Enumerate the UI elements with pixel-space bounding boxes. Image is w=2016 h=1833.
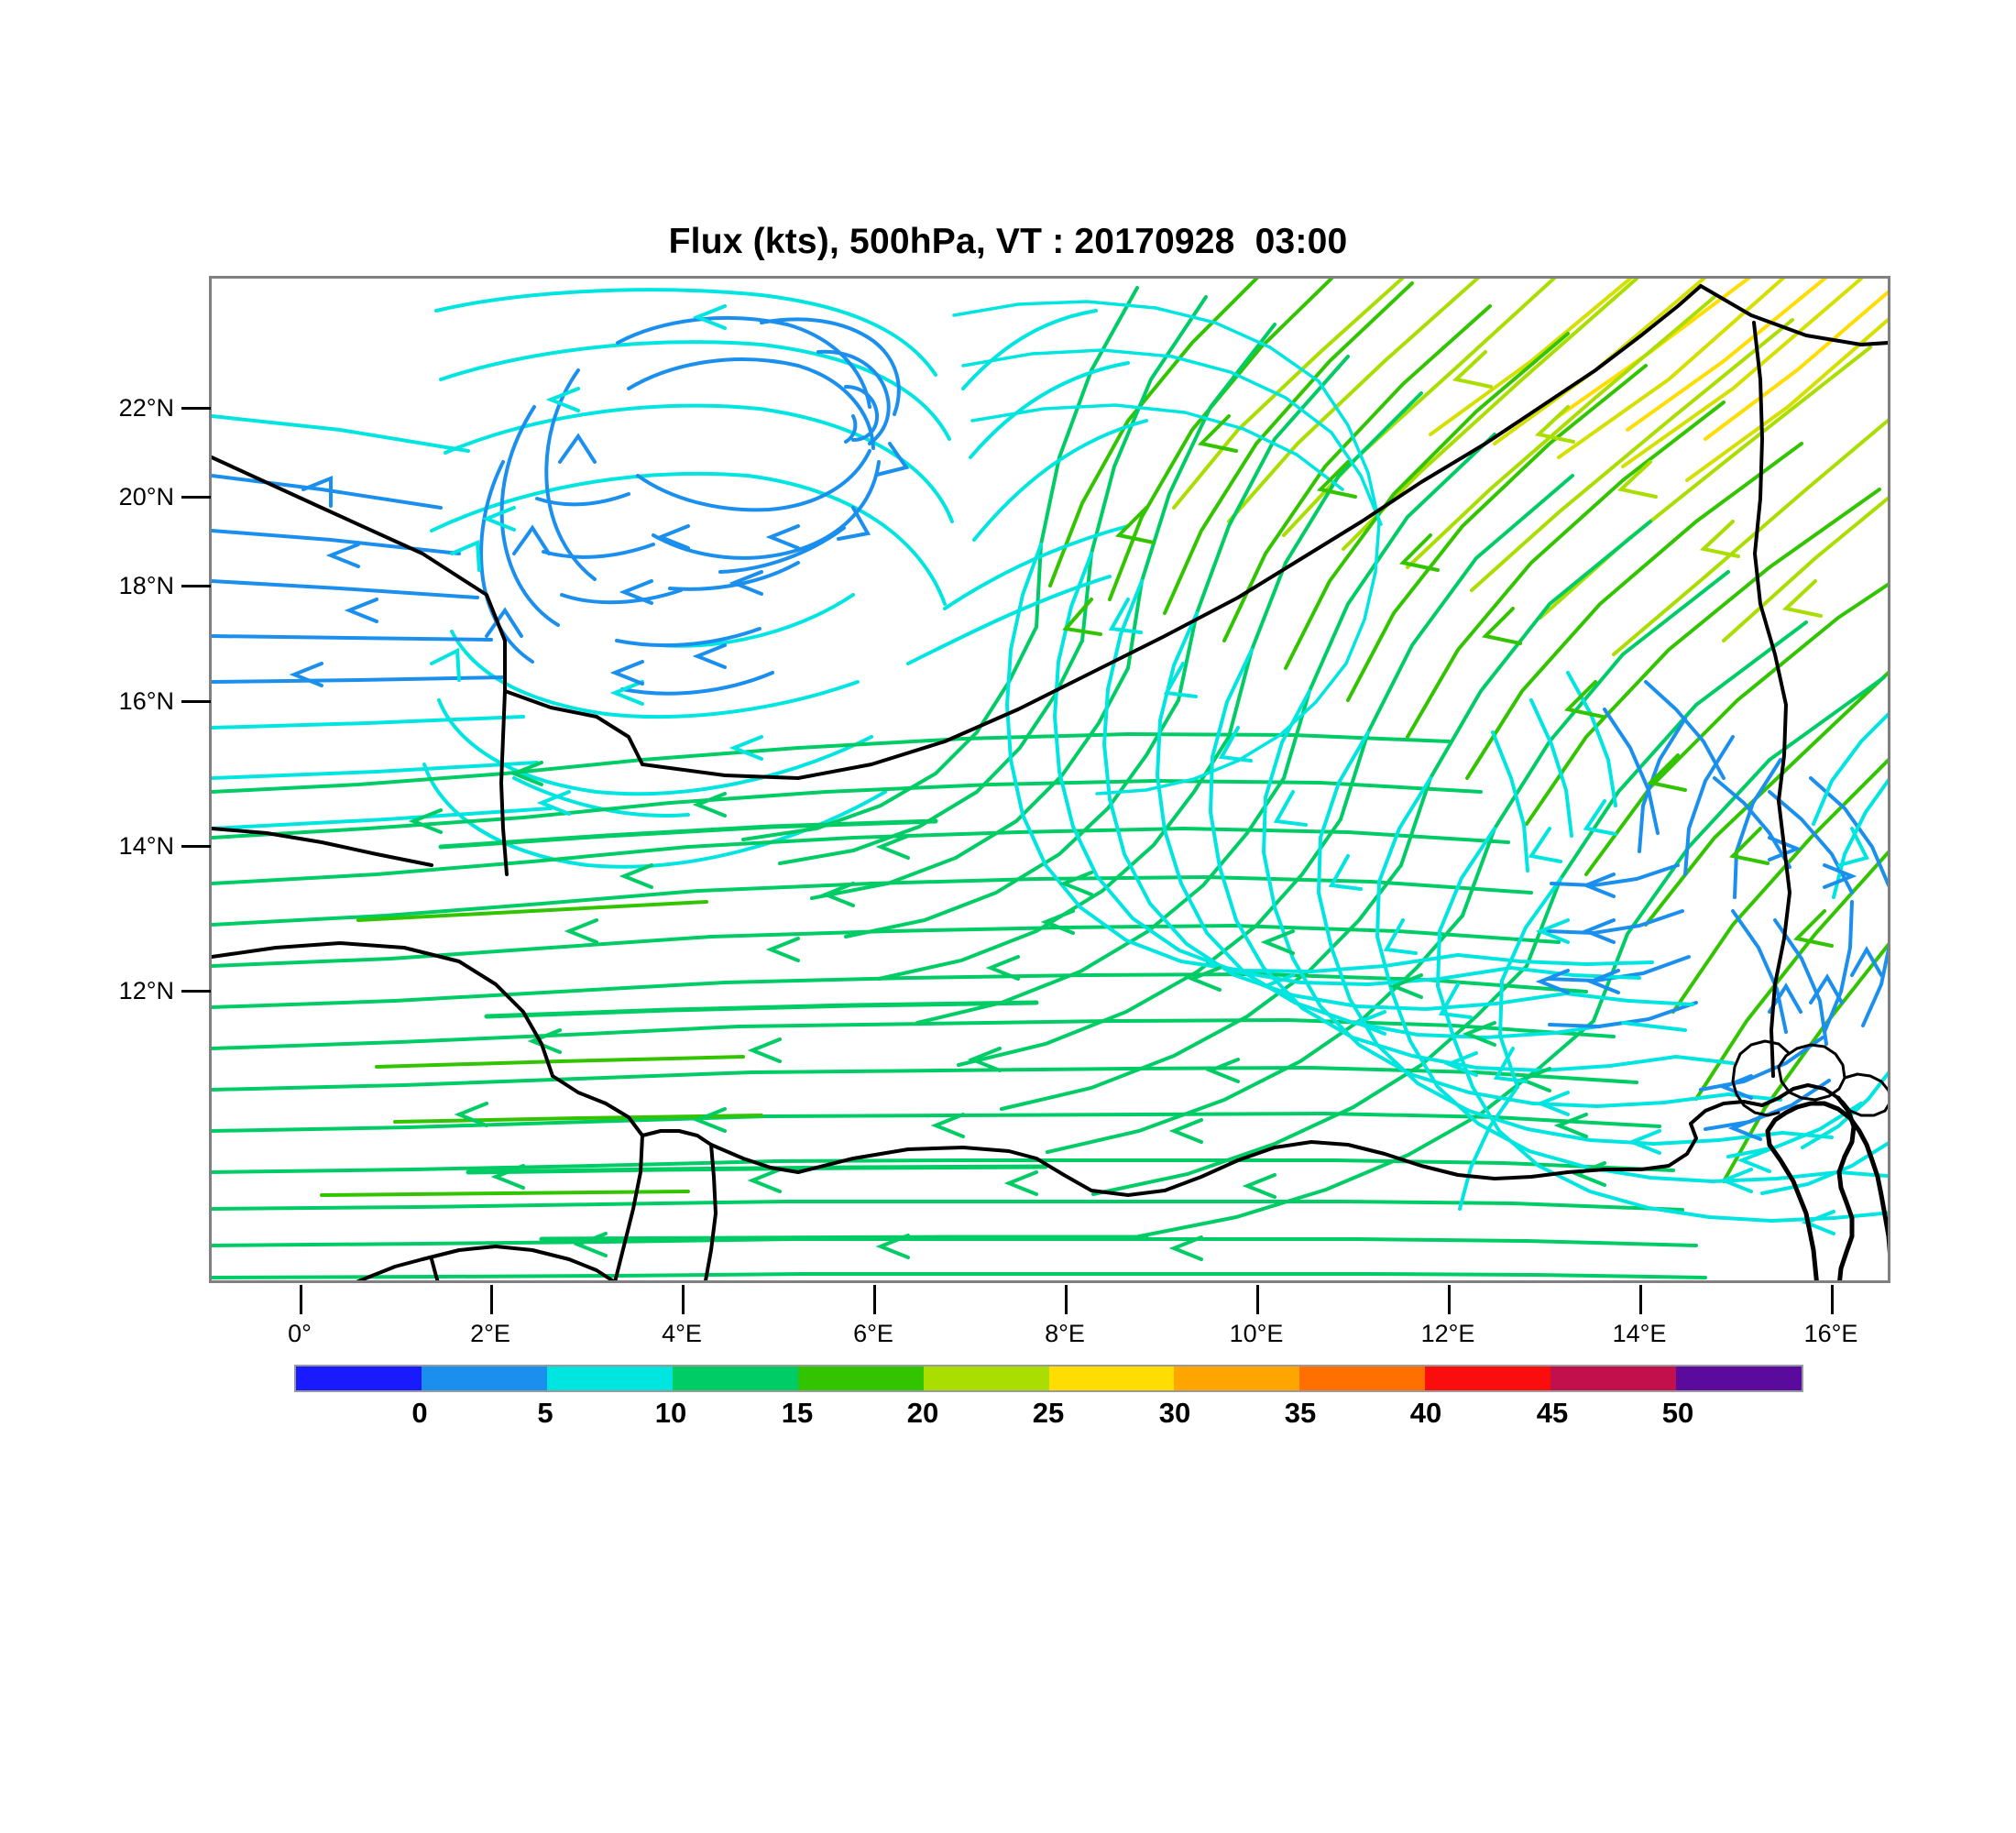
colorbar[interactable] <box>294 1365 1803 1392</box>
colorbar-segment-11 <box>1676 1367 1802 1390</box>
y-tickmark-18N <box>181 585 211 587</box>
x-tickmark-0 <box>300 1285 302 1314</box>
colorbar-segment-2 <box>546 1367 673 1390</box>
x-tickmark-4E <box>682 1285 685 1314</box>
colorbar-tick-35: 35 <box>1284 1397 1317 1429</box>
y-tickmark-14N <box>181 845 211 848</box>
x-tick-label-12E: 12°E <box>1420 1320 1475 1347</box>
coastline-layer <box>212 284 1888 1280</box>
colorbar-segment-0 <box>296 1367 422 1390</box>
colorbar-segment-3 <box>672 1367 798 1390</box>
y-tick-label-22N: 22°N <box>118 394 174 422</box>
colorbar-segment-6 <box>1048 1367 1175 1390</box>
colorbar-tick-50: 50 <box>1661 1397 1694 1429</box>
y-tickmark-12N <box>181 990 211 993</box>
x-tick-label-10E: 10°E <box>1229 1320 1284 1347</box>
y-tick-label-12N: 12°N <box>118 977 174 1004</box>
x-tick-label-6E: 6°E <box>853 1320 893 1347</box>
colorbar-segment-8 <box>1299 1367 1426 1390</box>
colorbar-tick-40: 40 <box>1409 1397 1442 1429</box>
x-tickmark-10E <box>1256 1285 1259 1314</box>
x-tick-label-0: 0° <box>288 1320 312 1347</box>
x-tick-label-16E: 16°E <box>1803 1320 1858 1347</box>
y-tick-label-16N: 16°N <box>118 687 174 715</box>
x-tick-label-2E: 2°E <box>470 1320 510 1347</box>
x-tick-label-14E: 14°E <box>1612 1320 1667 1347</box>
x-tickmark-14E <box>1639 1285 1642 1314</box>
page-title: Flux (kts), 500hPa, VT : 20170928 03:00 <box>668 222 1348 261</box>
map-plot-area[interactable] <box>209 276 1890 1283</box>
x-tickmark-6E <box>873 1285 876 1314</box>
colorbar-tick-25: 25 <box>1032 1397 1065 1429</box>
colorbar-segment-4 <box>797 1367 924 1390</box>
x-tickmark-12E <box>1448 1285 1451 1314</box>
y-tick-label-14N: 14°N <box>118 832 174 860</box>
x-tick-label-4E: 4°E <box>662 1320 702 1347</box>
streamline-map-svg <box>212 279 1888 1280</box>
colorbar-tick-45: 45 <box>1536 1397 1569 1429</box>
colorbar-segment-1 <box>421 1367 547 1390</box>
colorbar-tick-10: 10 <box>654 1397 687 1429</box>
colorbar-tick-20: 20 <box>906 1397 939 1429</box>
y-tickmark-22N <box>181 407 211 410</box>
colorbar-segment-7 <box>1174 1367 1300 1390</box>
streamline-layer <box>212 279 1888 1279</box>
colorbar-segment-9 <box>1425 1367 1551 1390</box>
x-tickmark-8E <box>1065 1285 1068 1314</box>
x-tickmark-2E <box>490 1285 493 1314</box>
colorbar-segment-10 <box>1550 1367 1677 1390</box>
x-tick-label-8E: 8°E <box>1045 1320 1085 1347</box>
colorbar-tick-5: 5 <box>537 1397 553 1429</box>
y-tick-label-20N: 20°N <box>118 483 174 510</box>
colorbar-segment-5 <box>923 1367 1049 1390</box>
x-tickmark-16E <box>1831 1285 1834 1314</box>
y-tick-label-18N: 18°N <box>118 572 174 599</box>
colorbar-tick-0: 0 <box>411 1397 428 1429</box>
y-tickmark-20N <box>181 496 211 499</box>
y-tickmark-16N <box>181 700 211 703</box>
colorbar-tick-15: 15 <box>781 1397 814 1429</box>
colorbar-tick-30: 30 <box>1158 1397 1191 1429</box>
